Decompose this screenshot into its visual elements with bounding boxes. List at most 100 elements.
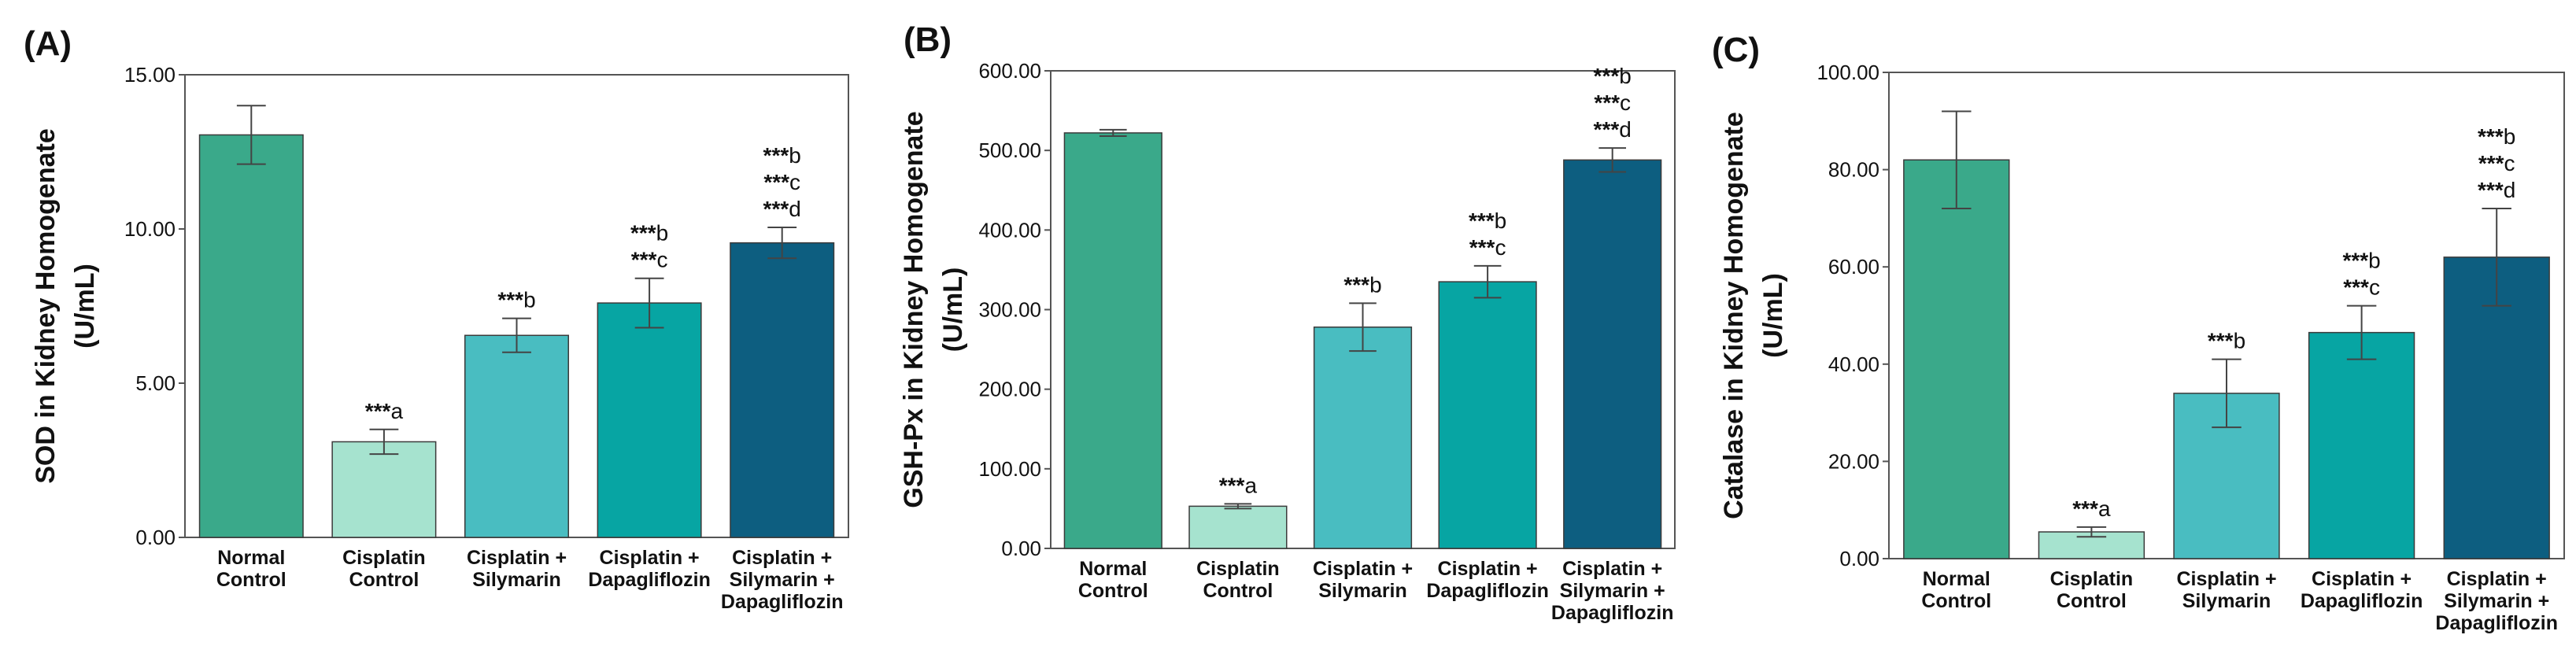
significance-stars: *** <box>763 197 789 221</box>
significance-stars: *** <box>1594 64 1620 88</box>
significance-letter: b <box>523 288 536 312</box>
significance-label: ***c <box>631 248 668 272</box>
significance-label: ***b <box>1469 209 1506 233</box>
significance-stars: *** <box>2072 496 2098 521</box>
x-category-label: Cisplatin + <box>732 547 832 569</box>
significance-stars: *** <box>365 399 391 423</box>
significance-letter: c <box>656 248 667 272</box>
y-tick-label: 10.00 <box>124 217 176 241</box>
x-category-label: Dapagliflozin <box>721 591 844 613</box>
bar <box>198 134 304 538</box>
bar <box>2038 531 2145 559</box>
y-tick-label: 80.00 <box>1828 158 1879 182</box>
bar <box>1188 505 1288 549</box>
x-category-label: Control <box>1078 580 1148 602</box>
x-category-label: Cisplatin + <box>600 547 700 569</box>
significance-label: ***c <box>763 170 800 194</box>
significance-letter: b <box>2504 124 2516 149</box>
significance-label: ***b <box>1594 64 1632 88</box>
significance-letter: c <box>1620 90 1631 115</box>
significance-letter: d <box>1619 117 1632 142</box>
bar <box>331 441 437 538</box>
significance-label: ***b <box>2478 124 2515 149</box>
significance-letter: a <box>2098 496 2111 521</box>
significance-letter: c <box>1495 235 1506 260</box>
y-tick-label: 200.00 <box>978 378 1041 401</box>
y-tick-label: 500.00 <box>978 138 1041 162</box>
y-tick-label: 0.00 <box>1839 547 1879 570</box>
bar <box>464 334 570 538</box>
significance-letter: b <box>1369 272 1382 297</box>
significance-label: ***d <box>2478 178 2515 202</box>
y-tick-label: 60.00 <box>1828 255 1879 279</box>
y-axis-unit: (U/mL) <box>938 268 968 352</box>
x-category-label: Dapagliflozin <box>2301 590 2423 612</box>
y-axis-unit: (U/mL) <box>1758 273 1788 358</box>
y-tick-label: 100.00 <box>978 457 1041 481</box>
significance-label: ***c <box>2343 275 2380 300</box>
x-category-label: Dapagliflozin <box>588 569 711 591</box>
significance-letter: b <box>789 143 801 168</box>
bar <box>2443 256 2550 559</box>
significance-stars: *** <box>631 248 657 272</box>
bar <box>597 302 702 538</box>
panel-label: (B) <box>904 20 952 59</box>
significance-label: ***c <box>1594 90 1631 115</box>
significance-label: ***b <box>763 143 801 168</box>
significance-letter: b <box>656 221 669 245</box>
y-tick-label: 100.00 <box>1817 61 1879 84</box>
y-tick-label: 0.00 <box>1001 537 1041 560</box>
significance-label: ***d <box>1594 117 1632 142</box>
x-category-label: Dapagliflozin <box>1551 602 1674 624</box>
x-category-label: Control <box>1921 590 1991 612</box>
x-category-label: Cisplatin + <box>1562 558 1662 580</box>
y-axis-title: GSH-Px in Kidney Homogenate <box>899 111 929 507</box>
significance-stars: *** <box>497 288 523 312</box>
x-category-label: Silymarin <box>2182 590 2271 612</box>
significance-letter: d <box>789 197 801 221</box>
x-category-label: Silymarin <box>472 569 561 591</box>
y-tick-label: 600.00 <box>978 59 1041 83</box>
significance-stars: *** <box>2478 178 2504 202</box>
x-category-label: Control <box>1203 580 1273 602</box>
significance-stars: *** <box>2342 249 2368 273</box>
significance-stars: *** <box>2343 275 2369 300</box>
x-category-label: Dapagliflozin <box>1426 580 1549 602</box>
y-axis-title: Catalase in Kidney Homogenate <box>1719 112 1749 519</box>
significance-label: ***c <box>2478 151 2515 175</box>
significance-stars: *** <box>763 170 789 194</box>
significance-label: ***a <box>1219 473 1258 497</box>
x-category-label: Cisplatin + <box>1438 558 1538 580</box>
x-category-label: Cisplatin <box>1196 558 1280 580</box>
panel-label: (C) <box>1712 31 1760 69</box>
significance-letter: b <box>1619 64 1632 88</box>
significance-letter: d <box>2504 178 2516 202</box>
y-tick-label: 15.00 <box>124 63 176 87</box>
significance-stars: *** <box>763 143 789 168</box>
x-category-label: Control <box>349 569 419 591</box>
bar <box>730 242 835 538</box>
significance-label: ***c <box>1469 235 1506 260</box>
x-category-label: Silymarin <box>1318 580 1407 602</box>
significance-stars: *** <box>1343 272 1369 297</box>
x-category-label: Cisplatin + <box>467 547 567 569</box>
significance-letter: b <box>2234 329 2246 353</box>
panel-label: (A) <box>24 24 72 63</box>
significance-letter: b <box>2368 249 2381 273</box>
x-category-label: Control <box>2057 590 2127 612</box>
x-category-label: Control <box>216 569 286 591</box>
significance-letter: b <box>1495 209 1507 233</box>
x-category-label: Normal <box>1923 568 1990 590</box>
x-category-label: Cisplatin <box>342 547 426 569</box>
significance-stars: *** <box>2208 329 2234 353</box>
significance-letter: c <box>789 170 800 194</box>
significance-letter: c <box>2504 151 2515 175</box>
y-axis-title: SOD in Kidney Homogenate <box>31 128 61 484</box>
significance-stars: *** <box>630 221 656 245</box>
significance-label: ***b <box>630 221 668 245</box>
y-tick-label: 0.00 <box>135 526 176 549</box>
x-category-label: Silymarin + <box>730 569 835 591</box>
y-tick-label: 400.00 <box>978 218 1041 242</box>
significance-stars: *** <box>2478 151 2504 175</box>
